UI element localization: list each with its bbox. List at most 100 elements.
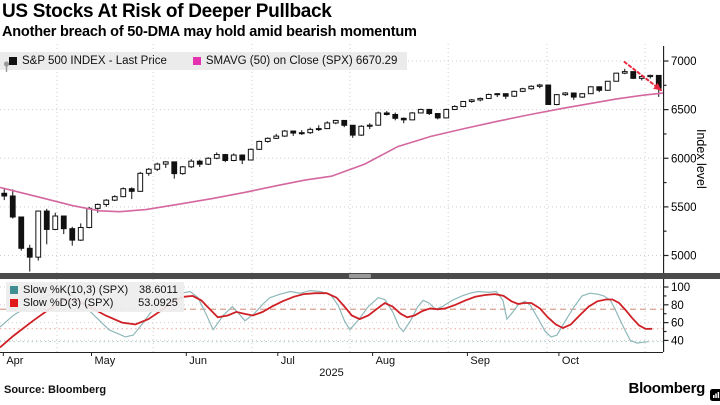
candle-up [247,148,254,161]
legend-smavg-label: SMAVG (50) on Close (SPX) 6670.29 [205,55,398,67]
slow-k-label: Slow %K(10,3) (SPX) [23,284,129,296]
candle-down [171,161,178,175]
candle-up [103,199,110,205]
candle-up [417,108,424,114]
smavg-50-line [0,92,663,213]
candle-down [400,117,407,121]
panel-divider [0,273,720,279]
candle-up [52,215,59,230]
candle-up [256,140,263,150]
candle-down [222,154,229,161]
month-label-jul: Jul [280,355,295,367]
candle-up [460,100,467,108]
candle-up [111,196,118,201]
candle-down [26,247,33,258]
candle-up [485,93,492,99]
candle-up [375,112,382,126]
candle-down [69,228,76,241]
price-chart-panel [0,44,663,273]
candle-up [94,203,101,209]
divider-drag-handle[interactable] [349,274,371,278]
candle-down [570,92,577,98]
candle-up [281,130,288,137]
legend-slow-d[interactable]: Slow %D(3) (SPX) [10,297,128,309]
bloomberg-logo-text: Bloomberg [628,380,706,397]
page-title: US Stocks At Risk of Deeper Pullback [2,1,332,22]
y-axis-title: Index level [694,128,708,189]
candle-up [519,88,526,92]
right-y-axis: 7000 6500 6000 5500 5000 100 80 60 40 [663,46,697,352]
legend-spx-series[interactable]: S&P 500 INDEX - Last Price [9,55,167,67]
slow-d-label: Slow %D(3) (SPX) [23,297,114,309]
candle-up [137,172,144,192]
candle-down [290,130,297,134]
candle-up [409,112,416,121]
source-note: Source: Bloomberg [4,384,107,396]
candle-up [179,166,186,175]
stochastic-legend: Slow %K(10,3) (SPX) 38.6011 Slow %D(3) (… [6,282,184,312]
month-label-oct: Oct [561,355,580,367]
month-label-aug: Aug [375,355,396,367]
candle-down [545,84,552,105]
candle-up [366,124,373,127]
candle-up [587,86,594,95]
legend-smavg-series[interactable]: SMAVG (50) on Close (SPX) 6670.29 [192,55,398,67]
candle-up [324,122,331,130]
axis-tick-label: 60 [671,318,684,330]
candle-up [528,85,535,90]
candle-down [1,192,8,197]
candle-up [162,161,169,165]
candle-up [477,97,484,101]
candle-up [562,92,569,96]
candle-up [647,74,654,78]
page-subtitle: Another breach of 50-DMA may hold amid b… [2,24,417,40]
x-axis-year-label: 2025 [319,367,344,379]
candle-up [205,157,212,165]
candle-down [341,119,348,126]
candle-up [86,207,93,228]
candle-up [307,128,314,134]
candle-down [18,216,25,249]
slow-d-swatch-icon [10,299,18,307]
candle-down [128,188,135,192]
bloomberg-logo: Bloomberg [628,380,720,401]
candle-up [35,210,42,258]
axis-tick-label: 100 [671,282,690,294]
candle-down [392,113,399,119]
candle-down [9,195,16,218]
candle-up [494,93,501,96]
legend-spx-label: S&P 500 INDEX - Last Price [22,55,167,67]
candle-up [613,72,620,82]
candle-down [196,160,203,165]
candle-up [315,128,322,131]
month-label-jun: Jun [189,355,208,367]
candle-down [383,112,390,115]
axis-tick-label: 6000 [671,153,697,165]
slow-d-value: 53.0925 [138,297,178,309]
candle-up [579,93,586,98]
candle-up [332,119,339,124]
pullback-arrowhead-icon [653,82,662,91]
candle-up [604,80,611,91]
candle-down [426,108,433,115]
candle-down [43,210,50,230]
candle-up [451,106,458,110]
candle-down [349,124,356,136]
candle-down [502,93,509,97]
legend-slow-k[interactable]: Slow %K(10,3) (SPX) [10,284,128,296]
month-label-may: May [94,355,116,367]
axis-tick-label: 7000 [671,56,697,68]
price-legend: S&P 500 INDEX - Last Price SMAVG (50) on… [0,52,408,72]
candle-up [230,154,237,161]
candle-down [630,71,637,79]
pullback-arrow-icon [623,60,663,92]
candle-up [358,125,365,136]
candle-up [536,84,543,87]
candle-up [77,226,84,241]
candle-up [443,108,450,119]
candle-up [511,90,518,97]
axis-tick-label: 40 [671,335,684,347]
candle-up [120,188,127,198]
candle-down [239,154,246,161]
